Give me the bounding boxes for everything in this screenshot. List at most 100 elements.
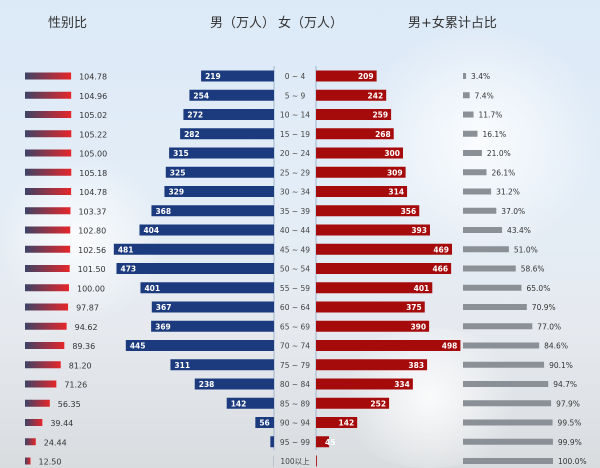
- age-group-label: 10 ~ 14: [280, 111, 310, 120]
- female-value-label: 356: [401, 207, 417, 216]
- cumulative-bar: [463, 111, 474, 118]
- female-value-label: 252: [370, 399, 386, 408]
- age-group-label: 90 ~ 94: [280, 419, 310, 428]
- age-group-label: 45 ~ 49: [280, 245, 310, 254]
- cumulative-bar: [463, 400, 552, 407]
- cumulative-label: 58.6%: [521, 265, 545, 274]
- sex-ratio-label: 100.00: [77, 284, 105, 293]
- male-bar: [270, 436, 274, 448]
- male-value-label: 368: [155, 207, 171, 216]
- cumulative-bar: [463, 150, 482, 156]
- female-bar: [316, 128, 394, 140]
- cumulative-title: 男+女累计占比: [408, 16, 497, 31]
- age-group-label: 50 ~ 54: [280, 265, 310, 274]
- female-bar: [316, 243, 453, 255]
- age-group-label: 65 ~ 69: [280, 322, 310, 331]
- cumulative-bar: [463, 246, 509, 253]
- female-bar: [316, 397, 390, 409]
- age-group-label: 95 ~ 99: [280, 438, 310, 447]
- female-value-label: 466: [432, 265, 448, 274]
- sex-ratio-label: 101.50: [78, 265, 106, 274]
- female-value-label: 314: [388, 188, 404, 197]
- male-value-label: 315: [173, 149, 189, 158]
- female-value-label: 300: [384, 149, 400, 158]
- age-group-label: 15 ~ 19: [280, 130, 310, 139]
- sex-ratio-label: 39.44: [50, 419, 73, 428]
- female-value-label: 142: [339, 419, 355, 428]
- sex-ratio-bar: [25, 265, 70, 272]
- male-bar: [113, 243, 275, 255]
- sex-ratio-bar: [25, 361, 61, 369]
- female-bar: [316, 436, 330, 448]
- sex-ratio-bar: [25, 245, 71, 253]
- cumulative-label: 70.9%: [532, 303, 556, 312]
- age-group-label: 60 ~ 64: [280, 303, 310, 312]
- female-bar: [316, 186, 408, 197]
- sex-ratio-bar: [25, 303, 69, 311]
- male-bar: [226, 397, 274, 409]
- male-bar: [169, 147, 274, 159]
- female-value-label: 401: [414, 284, 430, 293]
- cumulative-label: 99.5%: [558, 419, 582, 428]
- cumulative-label: 37.0%: [501, 207, 525, 216]
- male-bar: [183, 109, 274, 120]
- sex-ratio-label: 103.37: [78, 207, 106, 216]
- male-bar: [170, 359, 274, 371]
- cumulative-bar: [463, 361, 545, 368]
- female-bar: [316, 282, 433, 294]
- cumulative-label: 90.1%: [549, 361, 573, 370]
- cumulative-label: 77.0%: [537, 322, 561, 331]
- male-bar: [116, 263, 274, 274]
- cumulative-label: 31.2%: [496, 188, 520, 197]
- cumulative-bar: [463, 169, 487, 176]
- cumulative-bar: [463, 130, 478, 137]
- male-bar: [140, 282, 274, 294]
- sex-ratio-bar: [25, 91, 72, 99]
- male-value-label: 367: [156, 303, 172, 312]
- sex-ratio-label: 105.02: [79, 111, 107, 120]
- sex-ratio-bar: [25, 226, 71, 234]
- age-group-label: 30 ~ 34: [280, 188, 310, 197]
- male-bar: [139, 224, 274, 236]
- female-value-label: 209: [358, 72, 374, 81]
- age-group-label: 40 ~ 44: [280, 226, 310, 235]
- female-bar: [316, 147, 403, 159]
- female-bar: [316, 301, 425, 313]
- sex-ratio-bar: [25, 342, 65, 349]
- male-bar: [151, 301, 274, 313]
- age-group-label: 5 ~ 9: [285, 91, 306, 100]
- female-value-label: 309: [387, 168, 403, 177]
- cumulative-bar: [463, 92, 470, 99]
- female-bar: [316, 224, 430, 236]
- cumulative-bar: [463, 265, 516, 272]
- age-group-label: 100以上: [280, 457, 310, 466]
- cumulative-label: 84.6%: [544, 342, 568, 351]
- female-value-label: 393: [411, 226, 427, 235]
- male-title: 男（万人）: [210, 16, 276, 31]
- age-group-label: 0 ~ 4: [285, 72, 306, 81]
- cumulative-label: 21.0%: [487, 149, 511, 158]
- male-value-label: 481: [118, 245, 134, 254]
- female-bar: [316, 109, 392, 120]
- age-group-label: 85 ~ 89: [280, 399, 310, 408]
- age-group-label: 20 ~ 24: [280, 149, 310, 158]
- cumulative-label: 43.4%: [507, 226, 531, 235]
- female-bar: [316, 417, 358, 428]
- female-value-label: 498: [442, 342, 458, 351]
- sex-ratio-bar: [25, 380, 57, 388]
- female-value-label: 390: [410, 322, 426, 331]
- cumulative-bar: [463, 458, 553, 464]
- female-bar: [316, 205, 420, 217]
- sex-ratio-label: 56.35: [58, 400, 81, 409]
- male-value-label: 219: [205, 72, 221, 81]
- male-value-label: 404: [143, 226, 159, 235]
- sex-ratio-bar: [25, 130, 72, 138]
- male-bar: [164, 186, 274, 197]
- male-bar: [180, 128, 274, 140]
- sex-ratio-label: 105.22: [79, 130, 107, 139]
- female-bar: [316, 70, 377, 82]
- cumulative-bar: [463, 419, 553, 426]
- male-bar: [151, 205, 274, 217]
- cumulative-label: 16.1%: [482, 130, 506, 139]
- sex-ratio-bar: [25, 419, 43, 426]
